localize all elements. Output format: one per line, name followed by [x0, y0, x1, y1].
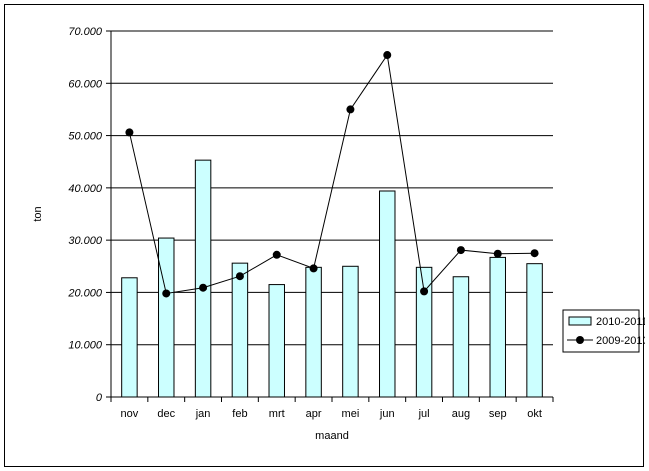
bar	[526, 263, 543, 398]
gridlines	[111, 30, 553, 346]
legend: 2010-2011 2009-2010	[562, 309, 645, 353]
bar	[305, 266, 322, 398]
y-tick-label: 40.000	[68, 183, 103, 195]
bar	[121, 277, 138, 398]
bar	[158, 237, 175, 398]
data-point	[530, 249, 539, 258]
data-point	[272, 250, 281, 259]
x-tick-label: sep	[489, 408, 507, 420]
x-axis-label: maand	[315, 430, 349, 442]
data-point	[346, 105, 355, 114]
chart-frame: 0 10.000 20.000 30.000 40.000 50.000 60.000 70.…	[4, 4, 645, 467]
series-line	[128, 53, 535, 295]
data-point	[309, 264, 318, 273]
bar	[415, 266, 433, 398]
legend-label-line: 2009-2010	[596, 335, 645, 347]
bar	[379, 190, 396, 398]
x-tick-label: jun	[379, 408, 395, 420]
y-tick-label: 70.000	[68, 26, 103, 38]
y-tick-label: 20.000	[67, 287, 103, 299]
x-tick-label: mei	[342, 408, 360, 420]
data-point	[383, 51, 392, 60]
bar-series	[121, 159, 543, 398]
bar	[268, 284, 285, 398]
line-series	[125, 51, 539, 298]
x-tick-label: aug	[452, 408, 470, 420]
y-tick-label: 10.000	[68, 340, 103, 352]
y-tick-label: 30.000	[68, 235, 103, 247]
tick-labels: 0 10.000 20.000 30.000 40.000 50.000 60.000 70.…	[67, 26, 542, 420]
x-tick-label: okt	[527, 408, 542, 420]
x-tick-label: feb	[232, 408, 247, 420]
legend-swatch-bar	[568, 316, 592, 326]
data-point	[162, 289, 171, 298]
legend-label-bar: 2010-2011	[596, 316, 645, 328]
chart: 0 10.000 20.000 30.000 40.000 50.000 60.000 70.…	[32, 26, 645, 442]
x-tick-label: jan	[195, 408, 211, 420]
x-tick-label: apr	[306, 408, 322, 420]
bar	[194, 159, 212, 398]
data-point	[235, 272, 244, 281]
data-point	[493, 249, 502, 258]
x-tick-label: mrt	[269, 408, 285, 420]
axes	[106, 30, 554, 402]
y-tick-label: 50.000	[68, 131, 103, 143]
x-tick-label: dec	[157, 408, 175, 420]
data-point	[456, 246, 465, 255]
bar	[342, 265, 359, 398]
y-tick-label: 0	[96, 392, 103, 404]
data-point	[199, 283, 208, 292]
bar	[452, 276, 470, 398]
y-tick-label: 60.000	[68, 78, 103, 90]
bar	[231, 262, 249, 398]
legend-marker	[576, 336, 584, 344]
data-point	[125, 128, 134, 137]
data-point	[420, 287, 429, 296]
y-axis-label: ton	[32, 206, 44, 221]
x-tick-label: nov	[121, 408, 139, 420]
bar	[489, 256, 506, 398]
x-tick-label: jul	[418, 408, 430, 420]
